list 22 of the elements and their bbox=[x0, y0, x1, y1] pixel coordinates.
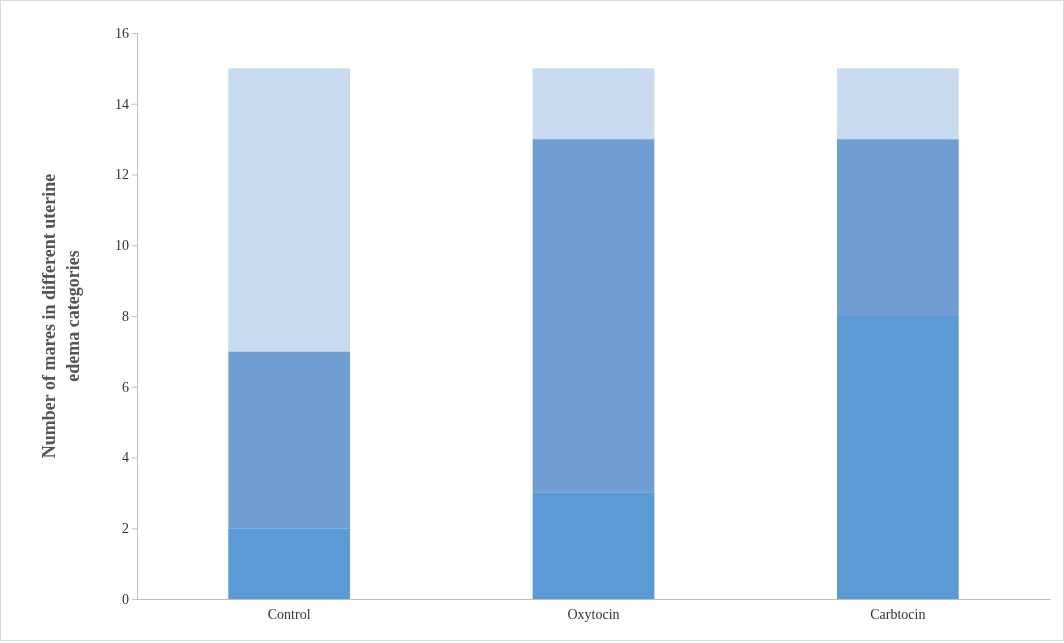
y-tick-label: 10 bbox=[115, 238, 129, 254]
y-tick-label: 12 bbox=[115, 167, 129, 183]
bar bbox=[836, 68, 959, 140]
bar bbox=[836, 316, 959, 599]
bar bbox=[532, 492, 655, 599]
y-tick-label: 4 bbox=[122, 450, 129, 466]
y-tick-label: 14 bbox=[115, 96, 129, 112]
y-tick-label: 0 bbox=[122, 591, 129, 607]
bar bbox=[228, 528, 351, 599]
bar bbox=[532, 68, 655, 140]
y-tick-label: 8 bbox=[122, 308, 129, 324]
y-axis-title: Number of mares in different uterine edema categories bbox=[39, 173, 83, 459]
y-tick-label: 6 bbox=[122, 379, 129, 395]
x-tick-label: Carbtocin bbox=[870, 606, 926, 622]
bar bbox=[836, 139, 959, 316]
x-tick-label: Oxytocin bbox=[567, 606, 620, 622]
bar bbox=[532, 139, 655, 493]
bar bbox=[228, 68, 351, 352]
x-tick-label: Control bbox=[267, 606, 311, 622]
y-tick-label: 2 bbox=[122, 521, 129, 537]
bar bbox=[228, 351, 351, 529]
y-tick-label: 16 bbox=[115, 25, 129, 41]
